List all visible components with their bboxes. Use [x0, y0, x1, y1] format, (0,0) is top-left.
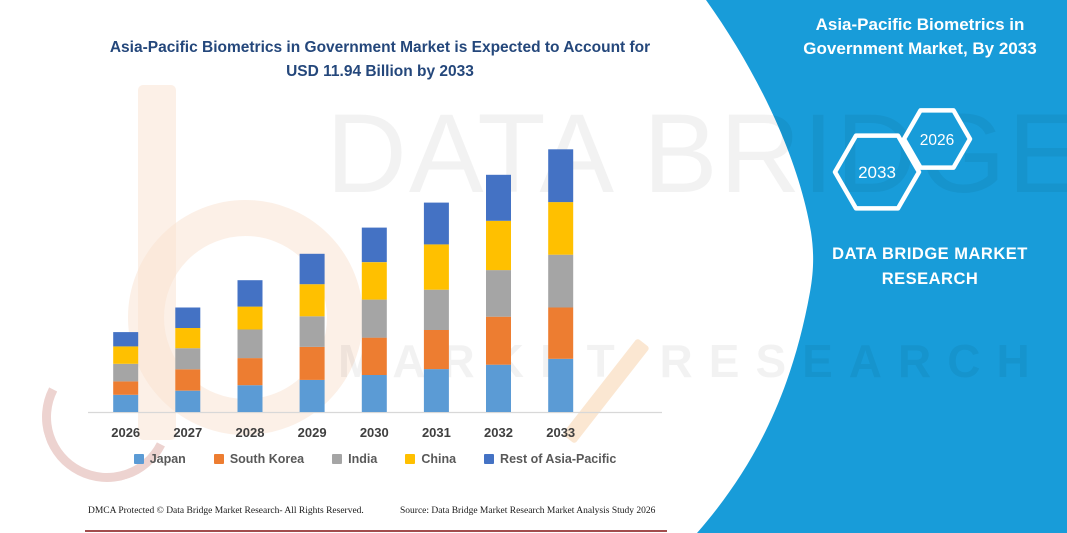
bar-segment-south-korea-2032 [486, 316, 511, 365]
bar-segment-india-2029 [299, 316, 325, 347]
bar-segment-china-2026 [113, 346, 139, 364]
bar-segment-india-2030 [361, 299, 387, 338]
legend-label-japan: Japan [149, 452, 186, 466]
x-axis-label-2030: 2030 [360, 425, 389, 440]
bar-segment-india-2026 [113, 363, 139, 382]
bar-segment-rest-of-asia-pacific-2030 [361, 227, 387, 263]
bar-segment-china-2031 [423, 244, 449, 290]
bar-segment-china-2028 [237, 306, 263, 330]
x-axis-label-2028: 2028 [236, 425, 265, 440]
bar-segment-japan-2032 [486, 364, 511, 412]
chart-title-line-2: USD 11.94 Billion by 2033 [286, 63, 474, 80]
hexagon-2026-label: 2026 [920, 132, 954, 149]
hexagon-2033-label: 2033 [858, 163, 896, 182]
side-panel-background [697, 0, 1067, 533]
bar-segment-south-korea-2028 [237, 358, 263, 386]
legend-swatch-rest-of-asia-pacific [484, 454, 495, 464]
chart-legend: Japan South Korea India China Rest of Asia-P… [85, 452, 665, 466]
bar-segment-china-2032 [486, 220, 511, 271]
footer-dmca: DMCA Protected © Data Bridge Market Rese… [88, 506, 364, 516]
bar-segment-india-2028 [237, 329, 263, 359]
brand-name: DATA BRIDGE MARKET RESEARCH [832, 245, 1028, 288]
side-panel-title: Asia-Pacific Biometrics in Government Ma… [803, 15, 1037, 58]
legend-swatch-india [332, 454, 343, 464]
bar-segment-south-korea-2027 [175, 369, 201, 391]
footer-source: Source: Data Bridge Market Research Mark… [400, 506, 656, 516]
bar-segment-india-2032 [486, 270, 511, 317]
bar-segment-india-2033 [548, 254, 574, 308]
bar-segment-china-2027 [175, 328, 201, 349]
bar-segment-china-2029 [299, 284, 325, 317]
hexagon-2033 [832, 133, 922, 211]
bar-segment-rest-of-asia-pacific-2033 [548, 149, 574, 203]
bar-segment-japan-2026 [113, 394, 139, 412]
hexagon-2026 [901, 108, 973, 170]
legend-item-india: India [332, 452, 377, 466]
bar-segment-rest-of-asia-pacific-2029 [299, 253, 325, 285]
watermark-market-research: MARKET RESEARCH [338, 335, 1046, 387]
legend-label-india: India [348, 452, 378, 466]
legend-label-south-korea: South Korea [229, 452, 305, 466]
bar-segment-rest-of-asia-pacific-2032 [486, 174, 511, 221]
bar-segment-rest-of-asia-pacific-2031 [423, 202, 449, 245]
x-axis-label-2031: 2031 [422, 425, 451, 440]
legend-item-south-korea: South Korea [213, 452, 305, 466]
bar-segment-china-2030 [361, 262, 387, 300]
x-axis-label-2026: 2026 [111, 425, 140, 440]
legend-label-china: China [421, 452, 457, 466]
bar-segment-south-korea-2031 [423, 329, 449, 370]
bar-segment-south-korea-2029 [299, 346, 325, 380]
legend-swatch-china [405, 454, 416, 464]
legend-item-japan: Japan [133, 452, 186, 466]
legend-swatch-japan [133, 454, 144, 464]
x-axis-label-2033: 2033 [546, 425, 575, 440]
stacked-bar-chart: 2026 2027 2028 2029 2030 2031 2032 2033 [88, 149, 662, 440]
bar-segment-south-korea-2033 [548, 307, 574, 359]
bottom-accent-line [85, 530, 667, 532]
bar-segment-china-2033 [548, 202, 574, 255]
bar-segment-rest-of-asia-pacific-2028 [237, 280, 263, 307]
chart-title: Asia-Pacific Biometrics in Government Ma… [55, 36, 705, 84]
bar-segment-japan-2033 [548, 358, 574, 412]
x-axis-label-2027: 2027 [173, 425, 202, 440]
legend-item-rest-of-asia-pacific: Rest of Asia-Pacific [484, 452, 616, 466]
bar-segment-india-2031 [423, 289, 449, 330]
legend-item-china: China [405, 452, 456, 466]
x-axis-label-2029: 2029 [298, 425, 327, 440]
legend-label-rest-of-asia-pacific: Rest of Asia-Pacific [500, 452, 617, 466]
bar-segment-rest-of-asia-pacific-2026 [113, 332, 139, 347]
bar-segment-india-2027 [175, 348, 201, 370]
bar-segment-japan-2030 [361, 375, 387, 412]
bar-segment-south-korea-2030 [361, 337, 387, 375]
chart-title-line-1: Asia-Pacific Biometrics in Government Ma… [109, 39, 651, 56]
bar-segment-japan-2027 [175, 390, 201, 412]
x-axis-label-2032: 2032 [484, 425, 513, 440]
bar-segment-south-korea-2026 [113, 381, 139, 395]
legend-swatch-south-korea [213, 454, 224, 464]
bar-segment-rest-of-asia-pacific-2027 [175, 307, 201, 328]
bar-segment-japan-2029 [299, 379, 325, 412]
bar-segment-japan-2031 [423, 369, 449, 412]
bar-segment-japan-2028 [237, 385, 263, 412]
